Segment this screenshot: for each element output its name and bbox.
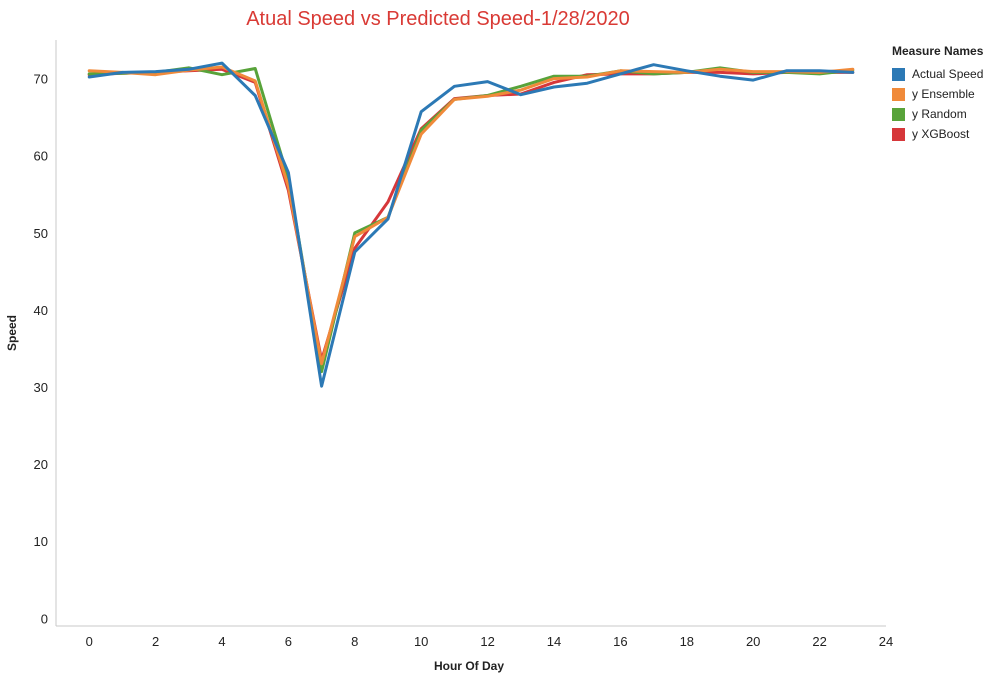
legend-items: Actual Speed y Ensemble y Random y XGBoost [892,64,983,144]
y-tick-label: 60 [34,149,48,164]
series-line-y-xgboost[interactable] [87,67,855,362]
y-tick-label: 20 [34,457,48,472]
series-line-actual-speed[interactable] [87,61,855,388]
series-line-y-random[interactable] [87,66,855,374]
x-tick-label: 14 [547,634,561,649]
y-tick-label: 30 [34,380,48,395]
legend-item[interactable]: y Ensemble [892,84,983,104]
legend-label: y Random [912,107,967,121]
legend-swatch [892,87,905,101]
legend-label: y XGBoost [912,127,970,141]
legend-label: y Ensemble [912,87,975,101]
legend-title: Measure Names [892,44,984,58]
series-lines [87,61,855,388]
x-tick-label: 8 [351,634,358,649]
x-tick-label: 2 [152,634,159,649]
legend-item[interactable]: y Random [892,104,983,124]
chart-title: Atual Speed vs Predicted Speed-1/28/2020 [246,8,630,30]
x-tick-label: 16 [613,634,627,649]
x-tick-label: 6 [285,634,292,649]
legend-item[interactable]: Actual Speed [892,64,983,84]
x-tick-label: 18 [680,634,694,649]
legend-swatch [892,127,905,141]
legend: Measure Names Actual Speed y Ensemble y Ra… [892,44,983,144]
y-tick-label: 70 [34,72,48,87]
x-tick-label: 12 [480,634,494,649]
y-axis-label: Speed [5,315,19,351]
legend-swatch [892,107,905,121]
x-tick-label: 0 [86,634,93,649]
x-tick-label: 10 [414,634,428,649]
series-line-y-ensemble[interactable] [87,65,855,366]
legend-swatch [892,67,905,81]
y-tick-label: 10 [34,534,48,549]
legend-label: Actual Speed [912,67,984,81]
y-tick-label: 50 [34,226,48,241]
x-tick-label: 4 [218,634,225,649]
x-tick-label: 22 [812,634,826,649]
axes [55,40,886,627]
y-tick-label: 0 [41,611,48,626]
legend-item[interactable]: y XGBoost [892,124,983,144]
x-axis-label: Hour Of Day [434,659,504,673]
x-tick-label: 24 [879,634,893,649]
y-tick-label: 40 [34,303,48,318]
x-tick-label: 20 [746,634,760,649]
